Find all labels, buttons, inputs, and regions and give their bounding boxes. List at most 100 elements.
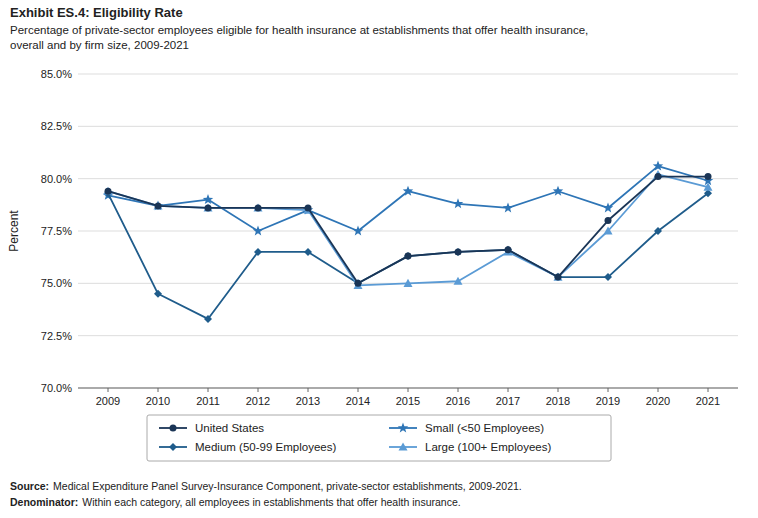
x-tick [108,388,109,392]
point [405,253,412,260]
legend: United States Small (<50 Employees) Medium… [147,415,611,461]
legend-box [147,415,611,461]
y-tick-label: 77.5% [41,225,72,237]
legend-marker [169,443,177,451]
grid-line [78,231,738,232]
x-tick [608,388,609,392]
title: Exhibit ES.4: Eligibility Rate [10,5,183,20]
x-tick [258,388,259,392]
point [454,248,462,256]
legend-label: Large (100+ Employees) [425,441,551,453]
x-tick-label: 2011 [196,395,220,407]
point [604,273,612,281]
point [353,226,363,236]
legend-label: Medium (50-99 Employees) [195,441,336,453]
point [304,248,312,256]
x-tick-label: 2021 [696,395,720,407]
point [553,186,563,196]
point [155,202,162,209]
legend-entry: Small (<50 Employees) [389,422,544,434]
point [205,204,212,211]
point [603,202,613,212]
x-tick-label: 2012 [246,395,270,407]
x-tick [158,388,159,392]
line [108,177,708,284]
y-tick-label: 70.0% [41,382,72,394]
point [503,202,513,212]
point [455,248,462,255]
x-tick [558,388,559,392]
legend-entry: Large (100+ Employees) [389,441,551,453]
point [653,161,663,171]
x-tick-label: 2014 [346,395,370,407]
point [254,203,263,211]
point [505,246,512,253]
x-tick [458,388,459,392]
series [104,170,713,289]
footnote-label: Source: [10,480,49,492]
point [204,203,213,211]
legend-marker [170,425,177,432]
point [255,204,262,211]
chart: Exhibit ES.4: Eligibility Rate Percentage… [0,0,758,518]
footnote-text: Medical Expenditure Panel Survey-Insuran… [53,480,522,492]
x-tick-label: 2019 [596,395,620,407]
line [108,166,708,231]
point [605,217,612,224]
point [104,187,113,195]
x-tick [358,388,359,392]
point [604,227,613,235]
point [204,315,212,323]
plot-data [103,161,713,323]
point [105,188,112,195]
x-tick [208,388,209,392]
y-axis-label: Percent [7,210,21,252]
x-tick [408,388,409,392]
x-tick [708,388,709,392]
point [555,274,562,281]
x-tick [508,388,509,392]
line [108,174,708,285]
point [655,173,662,180]
x-tick-label: 2020 [646,395,670,407]
point [355,280,362,287]
grid-line [78,126,738,127]
point [203,194,213,204]
x-tick [658,388,659,392]
point [404,279,413,287]
point [154,201,163,209]
point [154,290,162,298]
footnote: Denominator: Within each category, all em… [10,496,461,508]
legend-label: Small (<50 Employees) [425,422,544,434]
footnote: Source: Medical Expenditure Panel Survey-… [10,480,522,492]
x-tick-label: 2018 [546,395,570,407]
grid-line [78,335,738,336]
y-tick-label: 82.5% [41,120,72,132]
point [453,198,463,208]
x-tick-label: 2010 [146,395,170,407]
legend-entry: United States [159,422,264,434]
grid-line [78,74,738,75]
footnote-text: Within each category, all employees in e… [82,496,460,508]
y-tick-label: 75.0% [41,277,72,289]
y-tick-label: 72.5% [41,330,72,342]
footnote-label: Denominator: [10,496,78,508]
point [403,186,413,196]
point [454,277,463,285]
x-tick-label: 2015 [396,395,420,407]
x-axis: 2009201020112012201320142015201620172018… [78,388,738,407]
point [253,226,263,236]
point [254,248,262,256]
x-tick-label: 2009 [96,395,120,407]
series [105,173,712,287]
legend-marker [398,423,408,433]
point [305,204,312,211]
y-tick-label: 80.0% [41,173,72,185]
point [654,227,662,235]
subtitle: Percentage of private-sector employees e… [10,24,588,36]
grid-line [78,178,738,179]
x-tick-label: 2013 [296,395,320,407]
x-tick [308,388,309,392]
series [103,161,713,236]
subtitle: overall and by firm size, 2009-2021 [10,39,189,51]
